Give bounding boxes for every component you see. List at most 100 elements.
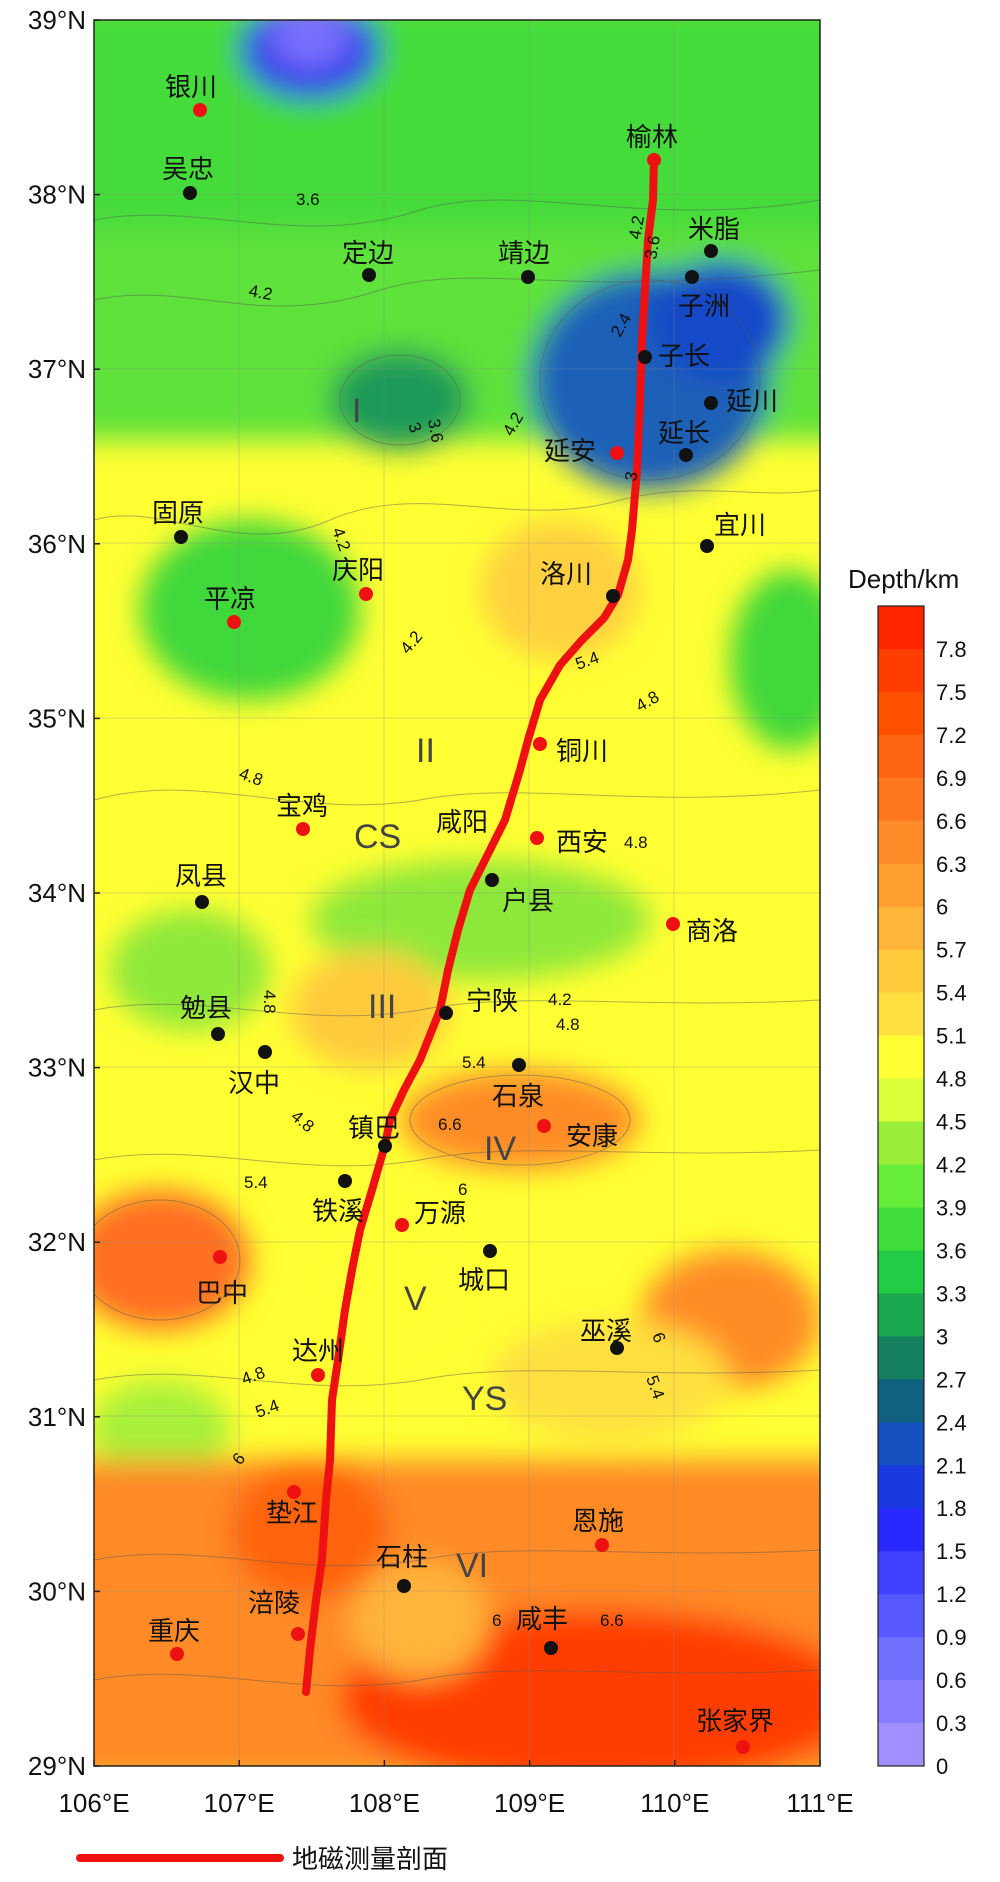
contour-label: 6: [492, 1611, 501, 1630]
latitude-tick-labels: 39°N 38°N 37°N 36°N 35°N 34°N 33°N 32°N 31°N 30°N…: [28, 5, 100, 1781]
lat-tick-label: 33°N: [28, 1053, 86, 1083]
colorbar-swatch: [878, 1637, 924, 1681]
city-dot-black: [679, 448, 693, 462]
city-label: 镇巴: [348, 1114, 400, 1144]
city-label: 吴忠: [162, 155, 214, 185]
colorbar-swatch: [878, 606, 924, 650]
graticule: [94, 20, 820, 1766]
zone-label: IV: [484, 1130, 516, 1168]
colorbar-swatch: [878, 1422, 924, 1466]
city-dot-red: [296, 822, 310, 836]
city-label: 汉中: [228, 1069, 280, 1099]
city-label: 米脂: [688, 215, 740, 245]
city-label: 延川: [726, 387, 778, 417]
colorbar-swatch: [878, 1551, 924, 1595]
city-label: 涪陵: [248, 1589, 300, 1619]
lon-tick-label: 109°E: [494, 1788, 565, 1818]
city-label: 咸阳: [436, 808, 488, 838]
city-dot-black: [512, 1058, 526, 1072]
city-dot-black: [174, 530, 188, 544]
colorbar-swatch: [878, 1465, 924, 1509]
city-dot-red: [666, 917, 680, 931]
city-label: 固原: [152, 499, 204, 529]
colorbar-label: 5.1: [936, 1024, 967, 1049]
colorbar-label: 6.9: [936, 766, 967, 791]
city-label: 张家界: [696, 1707, 774, 1737]
city-dot-black: [704, 396, 718, 410]
colorbar-frame: [877, 605, 925, 1767]
contour-label: 4.2: [625, 214, 648, 241]
contour-label: 6.6: [438, 1115, 462, 1134]
colorbar-label: 4.5: [936, 1110, 967, 1135]
city-dot-black: [638, 350, 652, 364]
city-dot-black: [704, 244, 718, 258]
colorbar-swatch: [878, 992, 924, 1037]
lat-tick-label: 32°N: [28, 1227, 86, 1257]
contour-label: 3.6: [641, 234, 664, 261]
city-label: 万源: [414, 1199, 466, 1229]
colorbar-label: 2.4: [936, 1410, 967, 1435]
colorbar-swatch: [878, 1207, 924, 1251]
lat-tick-label: 30°N: [28, 1576, 86, 1606]
contour-label: 6: [458, 1180, 467, 1199]
city-dot-red: [213, 1250, 227, 1264]
city-label: 子洲: [678, 292, 730, 322]
colorbar-label: 2.7: [936, 1367, 967, 1392]
city-label: 安康: [566, 1122, 618, 1152]
city-label: 凤县: [175, 862, 227, 892]
colorbar-swatch: [878, 1250, 924, 1294]
lon-tick-label: 106°E: [58, 1788, 129, 1818]
colorbar-swatch: [878, 906, 924, 951]
colorbar-swatch: [878, 820, 924, 865]
colorbar: 7.8 7.5 7.2 6.9 6.6 6.3 6 5.7 5.4 5.1 4.8 4.5 4.2 3.9…: [877, 605, 967, 1779]
zone-label: YS: [462, 1380, 507, 1418]
city-label: 巫溪: [580, 1317, 632, 1347]
depth-contour-map: [94, 20, 820, 1766]
zone-label: VI: [456, 1547, 488, 1585]
city-label: 靖边: [498, 239, 550, 269]
colorbar-swatch: [878, 1078, 924, 1123]
lon-tick-label: 110°E: [640, 1788, 709, 1818]
city-dot-black: [211, 1027, 225, 1041]
colorbar-label: 7.8: [936, 637, 967, 662]
city-label: 平凉: [204, 585, 256, 615]
city-dot-black: [362, 268, 376, 282]
colorbar-swatch: [878, 734, 924, 779]
city-label: 西安: [556, 828, 608, 858]
colorbar-label: 5.7: [936, 938, 967, 963]
contour-lines: [94, 199, 820, 1687]
lon-tick-label: 111°E: [786, 1788, 853, 1818]
contour-label: 6.6: [600, 1611, 624, 1630]
city-dot-red: [647, 153, 661, 167]
city-label: 恩施: [572, 1507, 624, 1537]
city-dot-black: [183, 186, 197, 200]
city-dot-red: [193, 103, 207, 117]
city-label: 榆林: [626, 123, 678, 153]
colorbar-swatch: [878, 777, 924, 822]
colorbar-label: 3: [936, 1324, 948, 1349]
city-label: 银川: [165, 73, 217, 103]
colorbar-swatch: [878, 949, 924, 994]
contour-label: 4.2: [247, 281, 274, 304]
city-dot-black: [258, 1045, 272, 1059]
lat-tick-label: 29°N: [28, 1751, 86, 1781]
city-dot-black: [700, 539, 714, 553]
city-label: 延长: [658, 419, 710, 449]
city-dot-red: [533, 737, 547, 751]
city-label: 城口: [458, 1266, 510, 1296]
city-label: 延安: [544, 437, 596, 467]
colorbar-swatch: [878, 648, 924, 693]
city-dot-black: [685, 270, 699, 284]
colorbar-label: 6.6: [936, 809, 967, 834]
city-label: 重庆: [148, 1617, 200, 1647]
zone-label: III: [368, 988, 396, 1026]
city-dot-black: [338, 1174, 352, 1188]
colorbar-title: Depth/km: [848, 564, 959, 594]
city-label: 铁溪: [312, 1197, 364, 1227]
city-label: 达州: [292, 1337, 344, 1367]
city-label: 铜川: [556, 737, 608, 767]
colorbar-swatch: [878, 1723, 924, 1767]
lat-tick-label: 31°N: [28, 1402, 86, 1432]
city-dot-red: [537, 1119, 551, 1133]
